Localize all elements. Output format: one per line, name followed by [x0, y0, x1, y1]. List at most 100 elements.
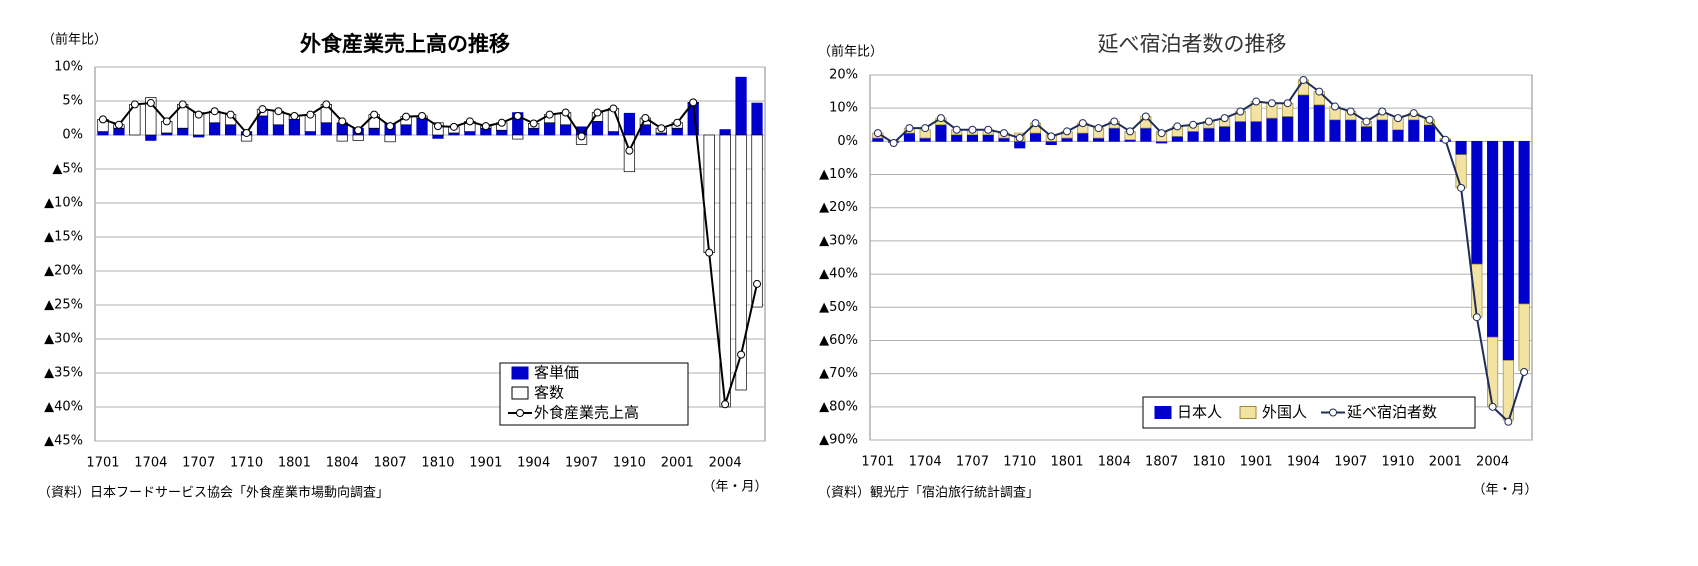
x-tick-label: 1810 [421, 456, 454, 471]
bar [982, 134, 994, 142]
point [162, 117, 171, 126]
bar [1487, 336, 1499, 408]
legend-label: 外食産業売上高 [534, 404, 639, 422]
bar [1282, 116, 1294, 142]
point [1031, 119, 1040, 128]
bar [719, 129, 731, 136]
point [370, 110, 379, 119]
x-tick-label: 1901 [469, 456, 502, 471]
bar [1219, 126, 1231, 142]
bar [872, 137, 884, 142]
point [226, 110, 235, 119]
bar [735, 76, 747, 136]
point [98, 115, 107, 124]
bar [320, 122, 332, 136]
x-tick-label: 2004 [709, 456, 742, 471]
point [952, 125, 961, 134]
x-tick-label: 2001 [1429, 455, 1462, 470]
y-tick-label: ▲30% [44, 332, 83, 347]
bar [1455, 154, 1467, 189]
x-tick-label: 1701 [861, 455, 894, 470]
bar [935, 124, 947, 142]
y-tick-label: ▲60% [819, 333, 858, 348]
legend-box [499, 362, 689, 426]
point [418, 111, 427, 120]
point [689, 98, 698, 107]
legend-label: 外国人 [1262, 403, 1307, 421]
x-tick-label: 1804 [1098, 455, 1131, 470]
point [561, 108, 570, 117]
y-tick-label: ▲35% [44, 366, 83, 381]
chart-title: 外食産業売上高の推移 [300, 32, 510, 56]
point [705, 248, 714, 257]
bar [1313, 104, 1325, 142]
point [322, 100, 331, 109]
point [178, 100, 187, 109]
bar [1140, 127, 1152, 142]
point [481, 122, 490, 131]
bar [177, 127, 189, 136]
point [673, 118, 682, 127]
legend-label: 延べ宿泊者数 [1347, 403, 1437, 421]
point [1520, 367, 1529, 376]
y-tick-label: 10% [829, 101, 858, 116]
bar [288, 119, 301, 136]
y-tick-label: ▲10% [44, 196, 83, 211]
legend-label: 客単価 [534, 364, 579, 382]
point [497, 118, 506, 127]
bar [966, 134, 979, 142]
bar [1029, 132, 1042, 142]
bar [209, 122, 221, 136]
point [1157, 129, 1166, 138]
source-note: （資料）日本フードサービス協会「外食産業市場動向調査」 [38, 485, 389, 501]
y-tick-label: 0% [837, 134, 858, 149]
bar [591, 121, 604, 136]
bar [751, 102, 763, 136]
bar [1392, 129, 1404, 142]
point [737, 350, 746, 359]
point [1330, 102, 1339, 111]
x-tick-label: 1704 [909, 455, 942, 470]
bar [1092, 137, 1105, 142]
bar [1471, 141, 1483, 265]
bar [623, 112, 636, 136]
bar [113, 127, 125, 136]
point [657, 124, 666, 133]
y-tick-label: ▲50% [819, 300, 858, 315]
y-tick-label: ▲70% [819, 366, 858, 381]
point [1441, 135, 1450, 144]
point [1173, 122, 1182, 131]
bar [496, 129, 508, 136]
bar [544, 122, 556, 136]
y-tick-label: ▲45% [44, 434, 83, 449]
point [433, 122, 442, 131]
bar [384, 134, 396, 143]
x-tick-label: 1907 [565, 456, 598, 471]
point [1204, 117, 1213, 126]
x-tick-label: 1710 [1003, 455, 1036, 470]
legend-box [1142, 396, 1476, 429]
point [625, 146, 634, 155]
x-tick-label: 1810 [1192, 455, 1225, 470]
bar [1266, 117, 1278, 142]
bar [1187, 131, 1199, 142]
bar [919, 137, 931, 142]
bar [272, 124, 285, 136]
bar [703, 134, 715, 253]
bar [1171, 136, 1183, 142]
bar [1502, 141, 1514, 361]
bar [1234, 121, 1246, 142]
bar [1203, 127, 1215, 142]
legend-swatch [511, 386, 529, 400]
x-tick-label: 1910 [613, 456, 646, 471]
bar [607, 131, 620, 136]
point [465, 117, 474, 126]
y-tick-label: ▲80% [819, 399, 858, 414]
point [921, 124, 930, 133]
y-tick-label: 5% [62, 94, 83, 109]
bar [1250, 121, 1262, 142]
y-tick-label: ▲5% [52, 162, 83, 177]
legend-swatch [1239, 406, 1257, 419]
point [386, 122, 395, 131]
